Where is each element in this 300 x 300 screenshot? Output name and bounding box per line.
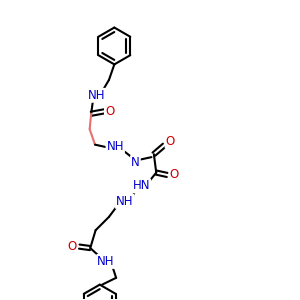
Text: N: N [131, 156, 140, 169]
Text: O: O [166, 135, 175, 148]
Text: NH: NH [97, 255, 115, 268]
Text: NH: NH [88, 89, 105, 102]
Text: HN: HN [133, 179, 150, 193]
Text: O: O [105, 105, 114, 118]
Text: O: O [169, 169, 179, 182]
Text: NH: NH [116, 195, 134, 208]
Text: NH: NH [106, 140, 124, 153]
Text: O: O [67, 240, 76, 253]
